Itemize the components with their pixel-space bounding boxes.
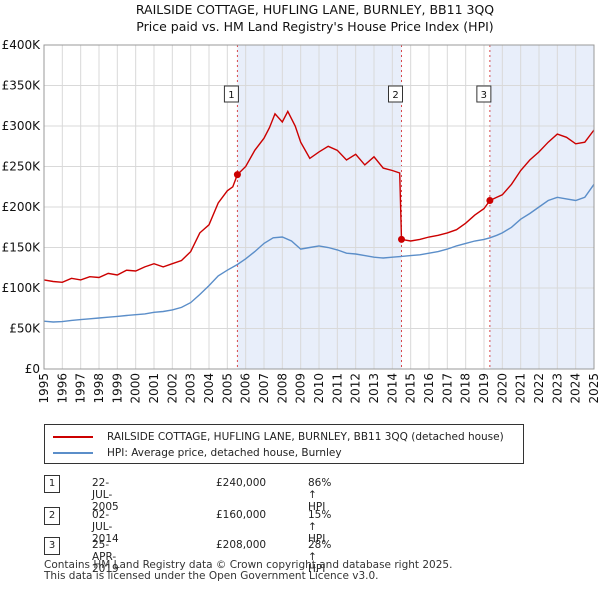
x-tick-label: 2023 (550, 373, 564, 404)
x-tick-label: 2013 (367, 373, 381, 404)
property-series-line (43, 109, 595, 284)
chart-title: RAILSIDE COTTAGE, HUFLING LANE, BURNLEY,… (136, 2, 494, 17)
sale-point (233, 171, 241, 179)
x-tick-label: 2014 (385, 373, 399, 404)
legend-label-property: RAILSIDE COTTAGE, HUFLING LANE, BURNLEY,… (107, 431, 504, 443)
sale-point (398, 235, 405, 243)
x-tick-label: 2024 (569, 373, 583, 404)
sale-number-marker (223, 85, 239, 103)
y-tick-label: £250K (2, 160, 42, 174)
x-tick-label: 2010 (312, 373, 326, 404)
x-tick-label: 2021 (514, 373, 528, 404)
legend-label-hpi: HPI: Average price, detached house, Burn… (107, 447, 342, 459)
y-tick-label: £300K (2, 119, 42, 133)
sale-number-marker (388, 85, 403, 103)
sale-number-badge: 3 (44, 537, 60, 555)
y-tick-label: £350K (2, 79, 42, 93)
x-tick-label: 2016 (422, 373, 436, 404)
x-tick-label: 1999 (110, 373, 124, 404)
x-tick-label: 2005 (220, 373, 234, 404)
sale-number-label: 2 (392, 90, 398, 101)
y-tick-label: £100K (2, 281, 42, 295)
x-tick-label: 2004 (202, 373, 216, 404)
x-tick-label: 2025 (587, 373, 600, 404)
legend: RAILSIDE COTTAGE, HUFLING LANE, BURNLEY,… (44, 424, 524, 464)
y-tick-label: £400K (2, 38, 42, 52)
sale-point (486, 197, 494, 205)
sale-price: £160,000 (216, 509, 267, 521)
x-tick-label: 2002 (165, 373, 179, 404)
x-tick-label: 2019 (477, 373, 491, 404)
sale-number-marker (476, 85, 492, 103)
sale-date: 02-JUL-2014 (92, 509, 119, 545)
x-tick-label: 2011 (330, 373, 344, 404)
x-tick-label: 2012 (349, 373, 363, 404)
legend-swatch-property (53, 436, 93, 438)
sale-date: 25-APR-2019 (92, 539, 119, 575)
sale-hpi-change: 86% ↑ HPI (308, 477, 332, 513)
x-tick-label: 2003 (184, 373, 198, 404)
x-tick-label: 1996 (55, 373, 69, 404)
legend-item-hpi: HPI: Average price, detached house, Burn… (53, 447, 342, 459)
x-tick-label: 2020 (495, 373, 509, 404)
sale-date: 22-JUL-2005 (92, 477, 119, 513)
legend-item-property: RAILSIDE COTTAGE, HUFLING LANE, BURNLEY,… (53, 431, 504, 443)
x-tick-label: 2015 (404, 373, 418, 404)
x-tick-label: 2017 (440, 373, 454, 404)
sale-hpi-change: 15% ↑ HPI (308, 509, 332, 545)
x-tick-label: 2007 (257, 373, 271, 404)
x-tick-label: 2009 (294, 373, 308, 404)
y-tick-label: £0 (25, 362, 40, 376)
x-tick-label: 2001 (147, 373, 161, 404)
plot-frame (43, 44, 595, 370)
sale-number-label: 3 (481, 90, 487, 101)
x-tick-label: 2000 (129, 373, 143, 404)
x-tick-label: 2018 (459, 373, 473, 404)
y-tick-label: £50K (9, 322, 41, 336)
chart-subtitle: Price paid vs. HM Land Registry's House … (136, 19, 493, 34)
x-tick-label: 1998 (92, 373, 106, 404)
x-tick-label: 1997 (74, 373, 88, 404)
x-tick-label: 1995 (37, 373, 51, 404)
footer-copyright: Contains HM Land Registry data © Crown c… (44, 559, 453, 571)
hpi-series-line (43, 183, 595, 323)
sale-price: £240,000 (216, 477, 267, 489)
x-tick-label: 2008 (275, 373, 289, 404)
y-tick-label: £200K (2, 200, 42, 214)
y-tick-label: £150K (2, 241, 42, 255)
price-chart: RAILSIDE COTTAGE, HUFLING LANE, BURNLEY,… (2, 2, 600, 404)
sale-number-badge: 2 (44, 507, 60, 525)
sale-number-label: 1 (228, 90, 234, 101)
sale-number-badge: 1 (44, 475, 60, 493)
footer-licence: This data is licensed under the Open Gov… (44, 570, 379, 582)
footer-notice: Contains HM Land Registry data © Crown c… (44, 560, 452, 582)
sale-price: £208,000 (216, 539, 267, 551)
legend-swatch-hpi (53, 452, 93, 454)
sale-hpi-change: 28% ↑ HPI (308, 539, 332, 575)
x-tick-label: 2006 (239, 373, 253, 404)
x-tick-label: 2022 (532, 373, 546, 404)
